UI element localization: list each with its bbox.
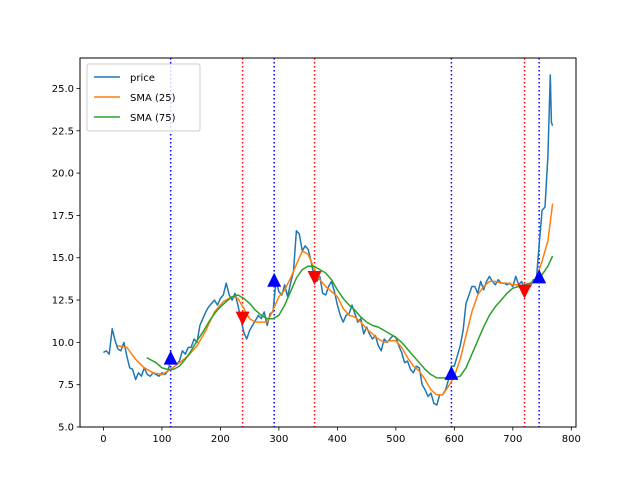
- x-tick-label-6: 600: [445, 434, 464, 445]
- y-tick-label-4: 15.0: [52, 253, 74, 264]
- buy-marker-1: [267, 272, 282, 287]
- sell-marker-2: [517, 284, 532, 299]
- legend-price-label: price: [130, 73, 155, 84]
- y-tick-label-7: 22.5: [52, 126, 74, 137]
- series-layer: [103, 74, 554, 406]
- y-tick-label-0: 5.0: [58, 423, 74, 434]
- y-axis: 5.0 7.5 10.0 12.5 15.0 17.5 20.0 22.5 25.0: [52, 84, 80, 434]
- x-tick-label-2: 200: [211, 434, 230, 445]
- y-tick-label-3: 12.5: [52, 296, 74, 307]
- buy-marker-3: [532, 269, 547, 284]
- plot-area-frame: [79, 57, 577, 428]
- x-tick-label-0: 0: [100, 434, 106, 445]
- x-tick-label-3: 300: [269, 434, 288, 445]
- sell-marker-0: [235, 311, 250, 326]
- y-tick-label-6: 20.0: [52, 169, 74, 180]
- y-tick-label-5: 17.5: [52, 211, 74, 222]
- series-price-line: [103, 74, 554, 406]
- markers-layer: [163, 269, 547, 380]
- x-tick-label-4: 400: [328, 434, 347, 445]
- legend-sma75-label: SMA (75): [130, 113, 176, 124]
- x-tick-label-7: 700: [503, 434, 522, 445]
- y-tick-label-2: 10.0: [52, 338, 74, 349]
- legend-box: [86, 63, 201, 132]
- x-axis: 0 100 200 300 400 500 600 700 800: [100, 427, 581, 445]
- x-tick-label-5: 500: [386, 434, 405, 445]
- series-sma75-line: [146, 255, 554, 379]
- x-tick-label-1: 100: [152, 434, 171, 445]
- series-sma25-line: [117, 203, 554, 396]
- x-tick-label-8: 800: [562, 434, 581, 445]
- sell-marker-1: [307, 271, 322, 286]
- buy-marker-2: [444, 365, 459, 380]
- legend-sma25-label: SMA (25): [130, 93, 176, 104]
- y-tick-label-1: 7.5: [58, 380, 74, 391]
- legend: price SMA (25) SMA (75): [86, 63, 201, 132]
- y-tick-label-8: 25.0: [52, 84, 74, 95]
- buy-marker-0: [163, 350, 178, 365]
